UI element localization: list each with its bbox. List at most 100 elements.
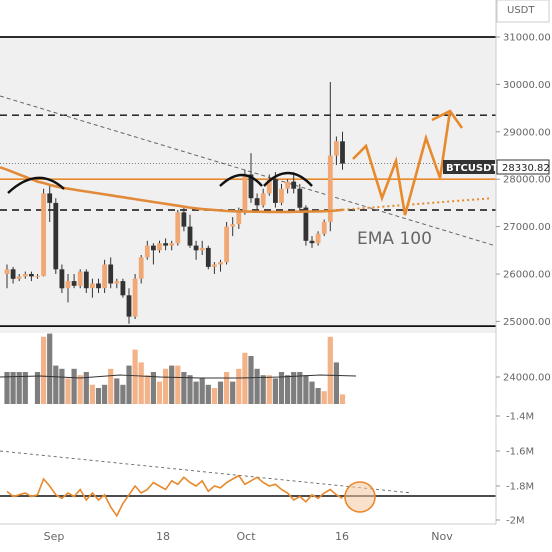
volume-bar [163, 368, 169, 404]
ema-label: EMA 100 [357, 229, 432, 249]
volume-bar [205, 384, 211, 404]
volume-bar [10, 372, 16, 404]
volume-bar [156, 381, 163, 404]
candle-body [279, 188, 284, 203]
volume-bar [187, 375, 193, 404]
candle-body [120, 281, 126, 296]
volume-bar [144, 375, 150, 404]
date-tick-label: 16 [335, 530, 349, 543]
candle-body [41, 193, 46, 276]
candle-body [22, 274, 28, 277]
candle-body [83, 271, 89, 289]
volume-bar [327, 336, 333, 404]
volume-bar [297, 372, 303, 404]
volume-bar [108, 368, 114, 404]
candle-body [260, 193, 266, 206]
candle-body [254, 198, 260, 206]
date-tick-label: Oct [236, 530, 256, 543]
volume-bar [199, 378, 205, 404]
volume-bar [114, 378, 120, 404]
volume-bar [303, 375, 309, 404]
volume-bar [242, 352, 248, 404]
candle-body [47, 193, 53, 203]
volume-bar [181, 372, 187, 404]
volume-bar [89, 384, 95, 404]
trendline-dashed [0, 95, 497, 247]
candle-body [175, 212, 181, 244]
volume-bar [169, 365, 175, 404]
volume-bar [126, 365, 132, 404]
volume-bar [95, 388, 102, 404]
horizontal-levels [0, 36, 497, 328]
candle-body [169, 243, 175, 246]
candle-body [242, 174, 248, 213]
volume-bar [291, 372, 297, 404]
ticker-value: 28330.82 [502, 163, 550, 174]
volume-bar [47, 333, 53, 404]
candle-body [10, 269, 16, 279]
candle-body [77, 271, 83, 286]
candle-body [29, 274, 34, 277]
volume-bar [193, 381, 199, 404]
candle-body [212, 264, 217, 267]
volume-ma-line [0, 374, 357, 379]
volume-bar [321, 391, 327, 404]
projection-arrowhead [431, 109, 464, 129]
volume-bar [71, 368, 77, 404]
candle-body [96, 283, 101, 289]
price-tick-label: 24000.00 [503, 373, 551, 384]
projection-zigzag [352, 110, 452, 216]
volume-bar [59, 368, 65, 404]
ema100-line [0, 166, 343, 214]
volume-bar [211, 388, 217, 404]
price-tick-label: 28000.00 [503, 175, 551, 186]
osc-tick-label: -1.4M [506, 412, 534, 423]
candle-body [334, 141, 339, 156]
volume-bar [77, 375, 83, 404]
volume-bar [278, 372, 285, 404]
volume-bar [339, 394, 346, 404]
candle-body [16, 276, 22, 279]
price-tick-label: 25000.00 [503, 317, 551, 328]
volume-bar [217, 381, 224, 404]
volume-bar [175, 365, 181, 404]
candle-body [266, 179, 272, 194]
currency-box [496, 0, 550, 23]
osc-tick-label: -1.6M [506, 447, 534, 458]
ema-line [0, 166, 493, 214]
volume-bar [120, 384, 126, 404]
oscillator-panel [0, 450, 496, 518]
volume-bar [272, 378, 278, 404]
candle-body [218, 262, 223, 265]
candle-body [230, 224, 236, 227]
volume-bar [138, 362, 144, 404]
candle-body [315, 233, 321, 244]
volume-bar [224, 372, 230, 404]
candles [4, 82, 345, 324]
volume-bar [236, 368, 242, 404]
date-tick-label: 18 [156, 530, 170, 543]
candle-body [303, 207, 309, 241]
volume-bar [266, 375, 272, 404]
candle-body [157, 243, 162, 251]
oscillator-line [6, 474, 343, 518]
volume-bars [0, 333, 357, 404]
volume-bar [333, 362, 339, 404]
volume-bar [132, 349, 138, 404]
volume-bar [315, 388, 321, 404]
osc-tick-label: -2M [506, 516, 525, 527]
price-panel-shade [0, 36, 496, 333]
candle-body [35, 275, 40, 278]
price-tick-label: 29000.00 [503, 127, 551, 138]
candle-body [71, 281, 77, 286]
volume-bar [230, 381, 236, 404]
volume-bar [53, 365, 59, 404]
annotations [7, 109, 464, 216]
candle-body [163, 243, 168, 246]
candle-body [297, 188, 303, 208]
candle-body [187, 226, 193, 246]
head-arc-left [219, 173, 263, 187]
price-tick-label: 27000.00 [503, 222, 551, 233]
